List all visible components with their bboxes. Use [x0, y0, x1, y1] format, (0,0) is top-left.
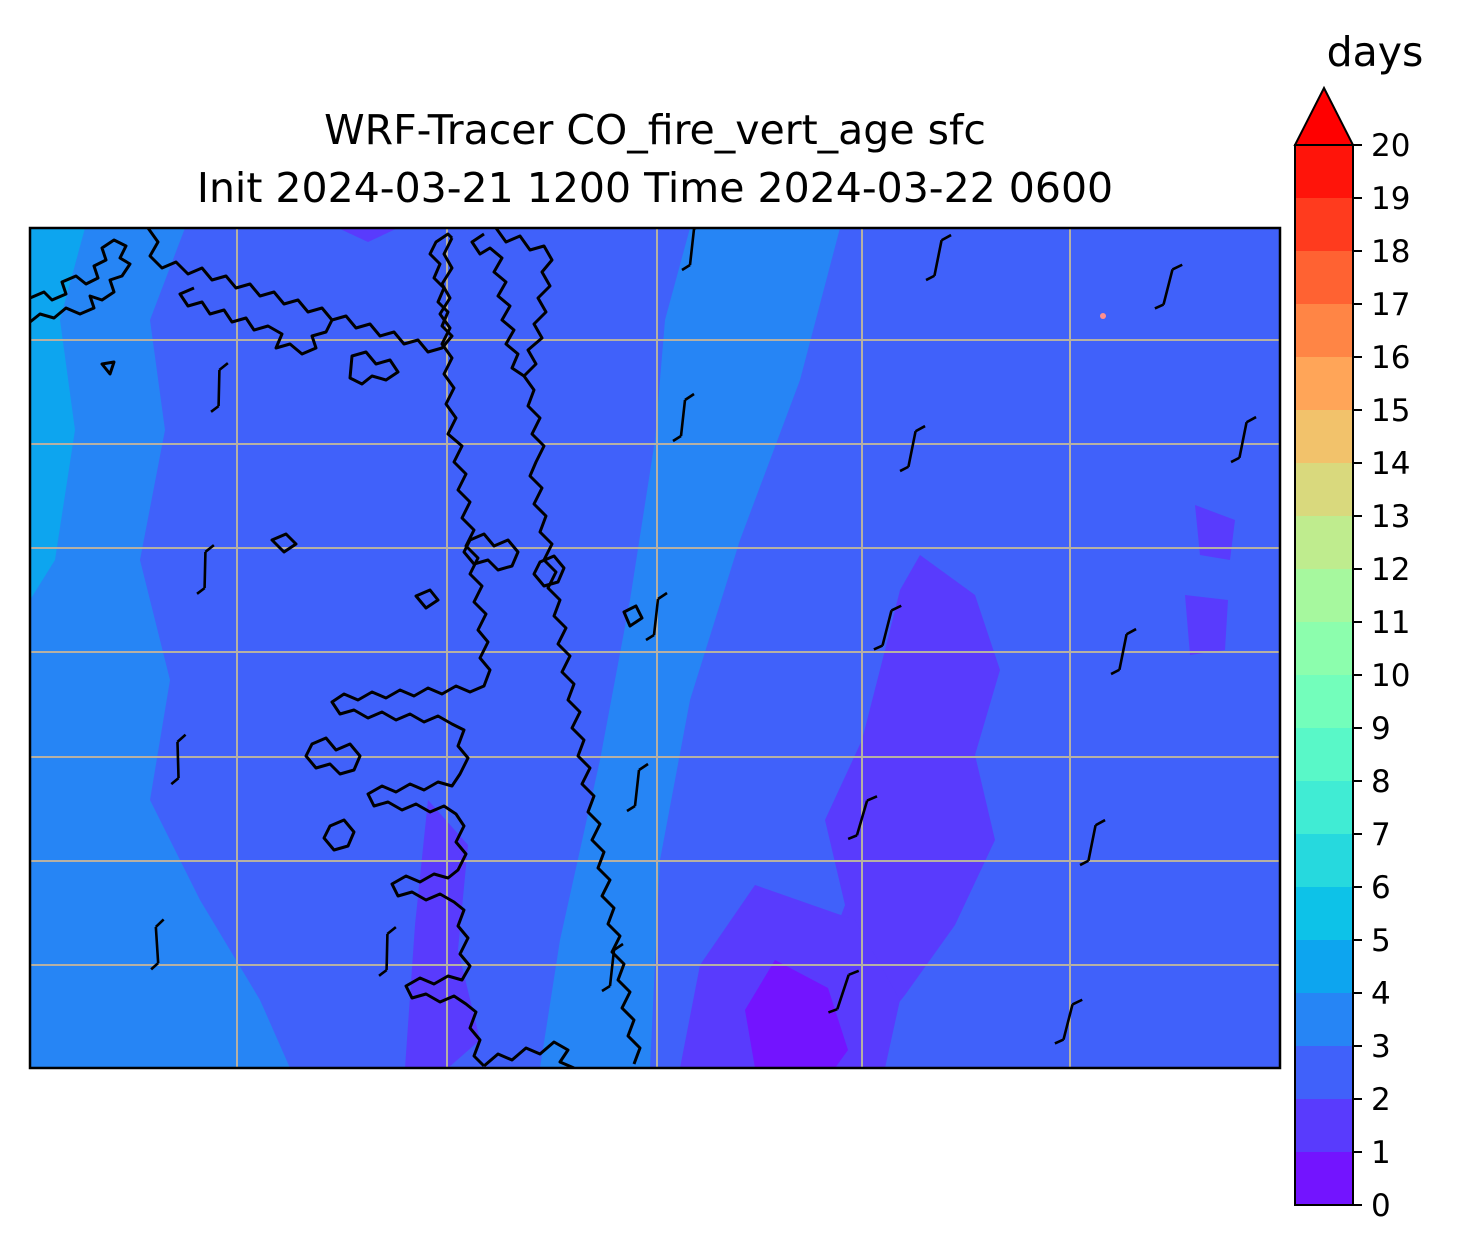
wind-barb	[196, 544, 215, 595]
colorbar-tick-label: 7	[1371, 817, 1391, 853]
wind-barb	[1054, 998, 1083, 1045]
contour-band-1-2	[1185, 595, 1228, 655]
colorbar-tick-label: 15	[1371, 393, 1410, 429]
colorbar-segment	[1295, 516, 1353, 570]
colorbar-segment	[1295, 781, 1353, 835]
colorbar-tick-label: 13	[1371, 499, 1410, 535]
colorbar-segment	[1295, 357, 1353, 411]
contour-band-3-4	[30, 228, 290, 1068]
wind-barb	[925, 233, 952, 282]
colorbar-tick-label: 4	[1371, 976, 1391, 1012]
contour-band-3-4	[540, 228, 840, 1068]
contour-band-4-5	[30, 228, 85, 600]
colorbar-tick-label: 9	[1371, 711, 1391, 747]
colorbar-segment	[1295, 728, 1353, 782]
wind-barb	[378, 926, 397, 977]
wind-barb	[899, 424, 926, 473]
wind-barb	[1230, 415, 1257, 464]
colorbar-segment	[1295, 675, 1353, 729]
colorbar-segment	[1295, 887, 1353, 941]
colorbar-tick-label: 14	[1371, 446, 1410, 482]
colorbar-tick-label: 3	[1371, 1029, 1391, 1065]
wind-barb	[1079, 818, 1106, 867]
colorbar-tick-label: 16	[1371, 340, 1410, 376]
wind-barb	[170, 733, 187, 786]
colorbar-segment	[1295, 1152, 1353, 1206]
colorbar-tick-label: 11	[1371, 605, 1410, 641]
colorbar-tick-label: 8	[1371, 764, 1391, 800]
contour-band-1-2	[1195, 505, 1235, 560]
colorbar-tick-label: 5	[1371, 923, 1391, 959]
colorbar-tick-label: 20	[1371, 128, 1410, 164]
wind-barb	[645, 591, 668, 642]
plot-title-block: WRF-Tracer CO_fire_vert_age sfc Init 202…	[30, 101, 1280, 217]
colorbar-over-arrow	[1293, 85, 1355, 146]
wind-barbs	[150, 228, 1257, 1045]
colorbar-segment	[1295, 251, 1353, 305]
colorbar-segment	[1295, 834, 1353, 888]
colorbar-tick-label: 2	[1371, 1082, 1391, 1118]
colorbar-segment	[1295, 1099, 1353, 1153]
wind-barb	[681, 228, 698, 272]
wind-barb	[847, 795, 878, 841]
colorbar-segment	[1295, 940, 1353, 994]
wind-barb	[672, 392, 695, 443]
wind-barb	[210, 362, 229, 413]
colorbar-tick-label: 18	[1371, 234, 1410, 270]
colorbar-tick-label: 12	[1371, 552, 1410, 588]
colorbar-tick-label: 6	[1371, 870, 1391, 906]
wind-barb	[626, 762, 649, 813]
gridlines	[30, 228, 1280, 1068]
colorbar-tick-label: 1	[1371, 1135, 1391, 1171]
colorbar-segment	[1295, 1046, 1353, 1100]
wind-barb	[601, 942, 624, 993]
wind-barb	[873, 604, 902, 651]
contour-band-0-1	[745, 960, 848, 1068]
wind-barb	[150, 918, 165, 971]
plot-subtitle: Init 2024-03-21 1200 Time 2024-03-22 060…	[196, 164, 1114, 212]
contour-band-1-2	[338, 228, 398, 242]
plot-title: WRF-Tracer CO_fire_vert_age sfc	[324, 106, 986, 154]
wind-barb	[1154, 263, 1183, 310]
colorbar-segment	[1295, 463, 1353, 517]
hot-spot	[1100, 313, 1106, 319]
colorbar-tick-label: 17	[1371, 287, 1410, 323]
colorbar-tick-label: 0	[1371, 1188, 1391, 1224]
colorbar-segment	[1295, 198, 1353, 252]
colorbar-units-label: days	[1326, 28, 1424, 76]
colorbar-tick-label: 10	[1371, 658, 1410, 694]
colorbar-segment	[1295, 410, 1353, 464]
colorbar-segment	[1295, 569, 1353, 623]
colorbar-segment	[1295, 622, 1353, 676]
colorbar-segment	[1295, 993, 1353, 1047]
colorbar-tick-label: 19	[1371, 181, 1410, 217]
colorbar-segment	[1295, 145, 1353, 199]
wind-barb	[827, 969, 860, 1014]
coastlines	[30, 228, 644, 1068]
colorbar-segment	[1295, 304, 1353, 358]
wind-barb	[1110, 627, 1137, 676]
map-frame	[28, 226, 1282, 1070]
map-field	[30, 228, 1280, 1068]
